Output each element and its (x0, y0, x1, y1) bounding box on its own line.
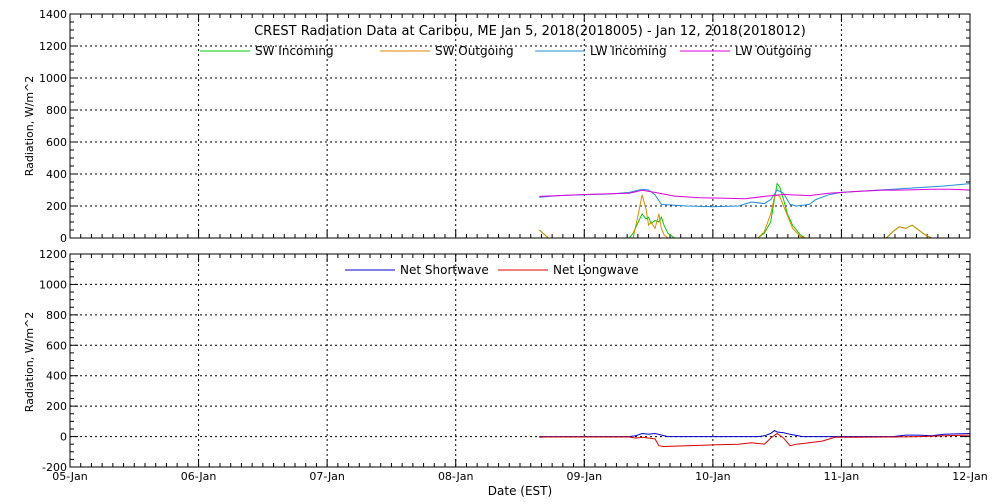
legend-label: SW Incoming (255, 44, 334, 58)
legend-label: SW Outgoing (435, 44, 514, 58)
series-line-net-longwave (539, 432, 971, 448)
series-line-net-shortwave (539, 429, 971, 438)
y-tick-label: 200 (46, 200, 67, 213)
legend-label: Net Shortwave (400, 263, 489, 277)
x-tick-label: 06-Jan (181, 470, 217, 483)
chart-title: CREST Radiation Data at Caribou, ME Jan … (254, 24, 806, 39)
legend-label: Net Longwave (553, 263, 639, 277)
x-tick-label: 08-Jan (438, 470, 474, 483)
plot-frame (69, 253, 971, 468)
y-tick-label: 800 (46, 104, 67, 117)
x-tick-label: 05-Jan (52, 470, 88, 483)
x-tick-label: 11-Jan (824, 470, 860, 483)
plot-frame (69, 13, 971, 239)
x-axis-label: Date (EST) (488, 484, 552, 498)
series-line-lw-incoming (539, 183, 971, 208)
x-tick-label: 09-Jan (567, 470, 603, 483)
y-tick-label: 1000 (39, 72, 67, 85)
y-tick-label: 400 (46, 370, 67, 383)
y-tick-label: 0 (60, 232, 67, 245)
series-line-sw-outgoing (538, 194, 932, 239)
x-tick-label: 10-Jan (695, 470, 731, 483)
x-tick-label: 12-Jan (952, 470, 988, 483)
y-tick-label: 800 (46, 309, 67, 322)
y-tick-label: 600 (46, 136, 67, 149)
y-axis-label-bottom: Radiation, W/m^2 (23, 312, 36, 413)
series-line-lw-outgoing (539, 188, 971, 200)
legend-label: LW Outgoing (735, 44, 812, 58)
y-tick-label: 1400 (39, 8, 67, 21)
y-tick-label: 200 (46, 400, 67, 413)
y-tick-label: 400 (46, 168, 67, 181)
y-axis-label-top: Radiation, W/m^2 (23, 76, 36, 177)
y-tick-label: 1200 (39, 40, 67, 53)
y-tick-label: 600 (46, 339, 67, 352)
y-tick-label: 0 (60, 431, 67, 444)
series-line-sw-incoming (538, 182, 932, 239)
y-tick-label: -200 (42, 461, 67, 474)
y-tick-label: 1200 (39, 248, 67, 261)
legend-label: LW Incoming (590, 44, 667, 58)
x-tick-label: 07-Jan (309, 470, 345, 483)
y-tick-label: 1000 (39, 278, 67, 291)
chart-layer: 0 200 400 600 800 1000 1200 1400 SW Incoming SW O… (39, 8, 988, 483)
